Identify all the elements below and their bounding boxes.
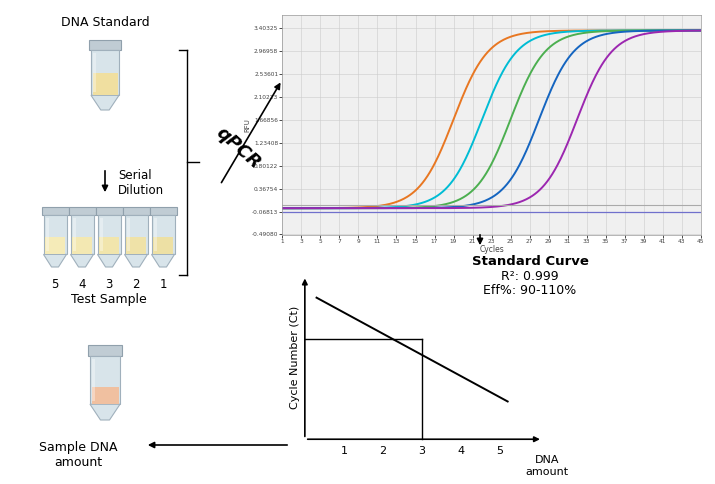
Polygon shape [96, 207, 122, 215]
Polygon shape [149, 207, 177, 215]
Polygon shape [71, 215, 94, 255]
Y-axis label: RFU: RFU [245, 118, 250, 132]
Text: Test Sample: Test Sample [71, 293, 147, 306]
Text: Eff%: 90-110%: Eff%: 90-110% [483, 284, 576, 297]
Text: 5: 5 [496, 445, 503, 455]
Text: Serial
Dilution: Serial Dilution [118, 169, 164, 197]
Polygon shape [99, 218, 102, 251]
Polygon shape [124, 215, 147, 255]
Polygon shape [69, 207, 96, 215]
Polygon shape [90, 356, 120, 404]
Polygon shape [45, 237, 65, 255]
Polygon shape [154, 218, 157, 251]
Text: 4: 4 [458, 445, 465, 455]
Polygon shape [153, 237, 173, 255]
Text: R²: 0.999: R²: 0.999 [501, 270, 559, 283]
Polygon shape [152, 215, 174, 255]
Text: DNA Standard: DNA Standard [61, 15, 149, 29]
Polygon shape [122, 207, 149, 215]
Text: Sample DNA
amount: Sample DNA amount [39, 441, 117, 469]
Polygon shape [46, 218, 49, 251]
Polygon shape [90, 404, 120, 420]
Polygon shape [92, 74, 117, 95]
Text: 5: 5 [51, 278, 59, 291]
Polygon shape [88, 345, 122, 356]
Polygon shape [71, 255, 94, 267]
Polygon shape [99, 237, 119, 255]
Text: 2: 2 [132, 278, 139, 291]
Polygon shape [124, 255, 147, 267]
Polygon shape [92, 359, 95, 401]
Polygon shape [91, 50, 119, 95]
Text: 1: 1 [159, 278, 167, 291]
Text: 4: 4 [78, 278, 86, 291]
X-axis label: Cycles: Cycles [479, 245, 504, 254]
Polygon shape [91, 95, 119, 110]
Polygon shape [152, 255, 174, 267]
Polygon shape [97, 215, 121, 255]
Polygon shape [127, 218, 129, 251]
Polygon shape [92, 387, 119, 404]
Text: 3: 3 [418, 445, 425, 455]
Polygon shape [72, 237, 92, 255]
Text: 1: 1 [340, 445, 347, 455]
Text: Cycle Number (Ct): Cycle Number (Ct) [290, 306, 300, 409]
Text: qPCR: qPCR [212, 123, 264, 172]
Polygon shape [93, 53, 96, 92]
Text: 2: 2 [379, 445, 386, 455]
Text: DNA
amount: DNA amount [525, 455, 568, 477]
Polygon shape [89, 40, 121, 50]
Text: 3: 3 [105, 278, 113, 291]
Text: Standard Curve: Standard Curve [472, 255, 588, 268]
Polygon shape [41, 207, 69, 215]
Polygon shape [97, 255, 121, 267]
Polygon shape [44, 215, 66, 255]
Polygon shape [72, 218, 76, 251]
Polygon shape [44, 255, 66, 267]
Polygon shape [126, 237, 146, 255]
